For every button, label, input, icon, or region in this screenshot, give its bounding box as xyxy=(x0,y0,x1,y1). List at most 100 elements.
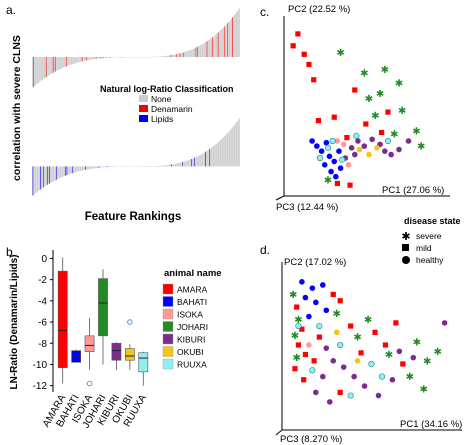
panel-a-bar xyxy=(169,55,171,58)
panel-a-bar xyxy=(65,166,66,176)
panel-a-bar xyxy=(237,120,238,167)
pca-point-mild xyxy=(379,129,385,136)
panel-a-bar xyxy=(194,47,196,58)
pca-point-mild xyxy=(393,320,399,326)
panel-a-bar xyxy=(235,12,237,58)
panel-a-bar xyxy=(86,57,88,61)
pca-point-mild xyxy=(315,118,322,124)
panel-a-bar xyxy=(74,57,76,64)
panel-a-bar xyxy=(97,57,98,59)
panel-a-legend-label-lipids: Lipids xyxy=(151,114,173,124)
pca-point-healthy xyxy=(333,173,339,180)
panel-a-bar xyxy=(104,57,105,58)
panel-a-bar xyxy=(176,163,177,167)
panel-a-bar xyxy=(210,148,211,167)
panel-a-bar xyxy=(56,166,58,180)
panel-a-bar xyxy=(82,166,84,171)
panel-a-bar xyxy=(158,165,160,167)
panel-a-bar xyxy=(82,57,84,62)
pca-point-healthy xyxy=(316,322,323,330)
panel-a-bar xyxy=(43,166,44,188)
panel-a-bar xyxy=(159,165,161,167)
panel-a-bar xyxy=(101,166,102,168)
panel-a-bar xyxy=(205,42,206,58)
panel-a-bar xyxy=(215,144,217,167)
panel-a-bar xyxy=(219,30,221,58)
panel-a-bar xyxy=(185,160,187,167)
pca-point-healthy xyxy=(441,320,448,326)
panel-a-bar xyxy=(33,166,35,195)
panel-a-bar xyxy=(61,166,62,178)
panel-a-bar xyxy=(217,33,218,58)
panel-a-bar xyxy=(231,18,233,58)
panel-a-bar xyxy=(102,166,103,168)
panel-a-bar xyxy=(50,57,51,75)
panel-a-bar xyxy=(81,57,83,62)
panel-a-bar xyxy=(88,57,90,60)
pca-point-mild xyxy=(358,350,364,356)
pca-point-healthy xyxy=(323,139,330,146)
panel-a-bar xyxy=(208,149,210,167)
panel-a-bar xyxy=(67,166,68,175)
pca-point-healthy xyxy=(309,138,315,144)
pca-point-severe: ✱ xyxy=(353,333,361,344)
panel-a-bar xyxy=(41,166,42,189)
pca-point-severe: ✱ xyxy=(433,347,441,358)
panel-c-pc1-label: PC1 (27.06 %) xyxy=(382,185,444,196)
panel-a-bar xyxy=(32,57,34,88)
panel-a-bar xyxy=(96,166,98,169)
panel-a-bar xyxy=(106,166,108,168)
panel-a-bar xyxy=(77,166,78,172)
panel-a-bar xyxy=(207,150,209,167)
panel-a-bar xyxy=(213,36,215,58)
panel-a-bar xyxy=(199,45,201,58)
panel-a-bar xyxy=(170,164,172,167)
pca-point-severe: ✱ xyxy=(385,350,393,361)
pca-point-healthy xyxy=(348,145,355,151)
panel-a-bar xyxy=(181,52,183,58)
pca-point-healthy xyxy=(340,364,347,370)
panel-a-bar xyxy=(224,136,225,167)
panel-a-bar xyxy=(61,57,62,69)
pca-point-healthy xyxy=(309,367,316,374)
panel-b-legend-swatch xyxy=(162,296,174,307)
panel-a-bar xyxy=(188,50,189,58)
panel-a-bar xyxy=(63,57,65,68)
panel-a-bar xyxy=(206,150,208,167)
panel-a-bar xyxy=(61,166,63,178)
pca-point-healthy xyxy=(366,151,372,158)
panel-a-bar xyxy=(52,57,53,74)
panel-a-bar xyxy=(204,42,206,58)
pca-point-severe: ✱ xyxy=(364,315,372,326)
panel-a-bar xyxy=(102,57,103,59)
panel-a-bar xyxy=(104,166,105,168)
panel-a-bar xyxy=(214,145,215,167)
pca-point-severe: ✱ xyxy=(423,356,431,367)
panel-a-bar xyxy=(201,44,202,58)
pca-point-healthy xyxy=(316,154,324,162)
panel-a-bar xyxy=(77,166,79,172)
panel-a-bar xyxy=(86,166,88,170)
panel-a-bar xyxy=(72,166,73,174)
panel-a-bar xyxy=(203,43,204,58)
panel-a-bar xyxy=(68,57,69,66)
pca-point-severe: ✱ xyxy=(371,111,379,122)
panel-a-bar xyxy=(237,10,238,58)
pca-point-mild xyxy=(292,366,298,372)
panel-a-bar xyxy=(234,124,236,167)
panel-a-bar xyxy=(221,28,223,58)
pca-point-mild xyxy=(337,389,343,395)
panel-a-bar xyxy=(56,57,57,71)
pca-point-healthy xyxy=(410,354,417,361)
panel-b-legend-label: BAHATI xyxy=(177,297,207,307)
panel-b-ytick-label: -12 xyxy=(33,381,48,392)
panel-a-bar xyxy=(221,139,222,167)
panel-d-pca: PC2 (17.02 %) PC1 (34.16 %) PC3 (8.270 %… xyxy=(275,257,462,445)
panel-c-axis-pc3 xyxy=(275,195,285,201)
panel-a-bar xyxy=(224,25,226,58)
panel-a-bar xyxy=(47,166,49,185)
pca-point-severe: ✱ xyxy=(293,353,301,364)
panel-b-ytick-label: -8 xyxy=(38,339,47,350)
panel-a-bar xyxy=(45,166,47,186)
